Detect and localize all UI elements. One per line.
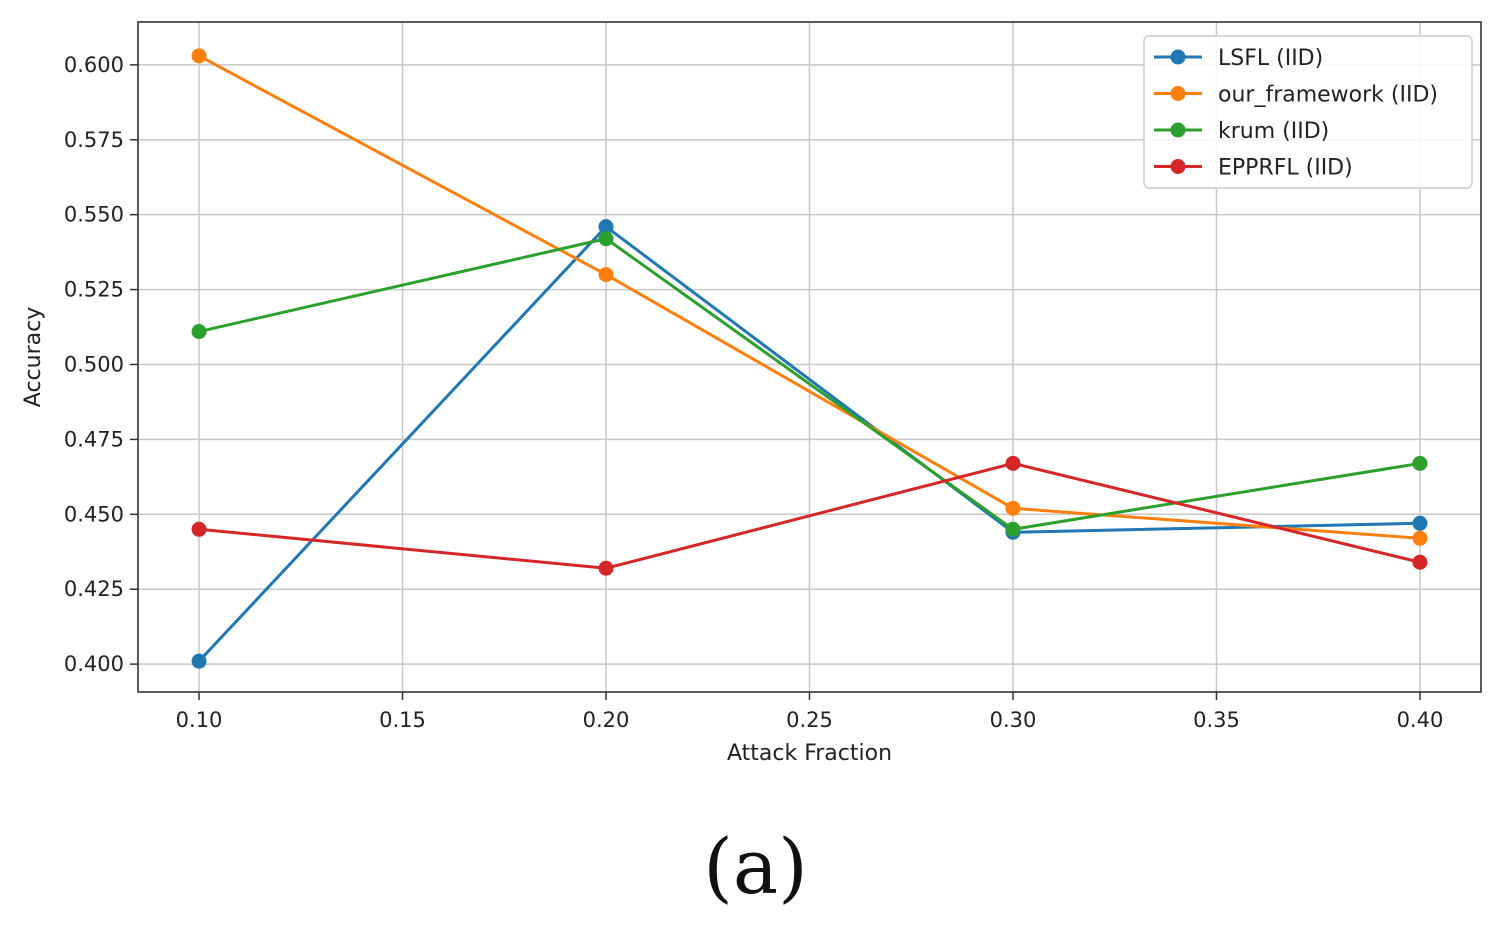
series-our-framework-iid [191,48,1428,546]
x-tick-label: 0.30 [990,708,1037,732]
data-point [191,653,207,669]
legend-box [1143,35,1473,189]
legend-marker [1170,159,1186,174]
y-tick-label: 0.600 [64,53,124,77]
legend-item: LSFL (IID) [1154,46,1323,71]
y-tick-label: 0.450 [64,502,124,526]
y-tick-label: 0.475 [64,427,124,451]
data-point [1412,515,1428,531]
legend-marker [1170,86,1186,101]
legend-marker [1170,49,1186,65]
data-point [1412,554,1428,570]
legend-item: EPPRFL (IID) [1154,156,1353,181]
data-point [191,324,207,340]
legend-item: our_framework (IID) [1154,83,1438,108]
y-axis-label: Accuracy [21,307,46,407]
figure-caption: (a) [703,822,808,911]
legend: LSFL (IID) our_framework (IID) krum (IID) E… [1143,35,1473,189]
data-point [598,560,614,576]
series-line [198,54,1421,540]
data-point [191,48,207,64]
y-tick-label: 0.575 [64,128,124,152]
y-tick-label: 0.425 [64,577,124,601]
legend-item: krum (IID) [1154,119,1329,144]
x-tick-label: 0.25 [786,708,833,732]
series-epprfl-iid [191,455,1428,576]
x-tick-label: 0.40 [1397,708,1444,732]
x-tick-label: 0.20 [583,708,630,732]
y-tick-label: 0.525 [64,278,124,302]
legend-marker [1170,122,1186,138]
x-tick-label: 0.10 [176,708,223,732]
x-tick-label: 0.15 [379,708,426,732]
data-point [1412,455,1428,471]
line-chart: 0.10 0.15 0.20 0.25 0.30 0.35 0.40 0.4000.4250… [21,21,1482,766]
legend-label: krum (IID) [1218,119,1329,144]
y-tick-label: 0.400 [64,652,124,676]
y-tick-label: 0.500 [64,352,124,376]
x-tick-label: 0.35 [1193,708,1240,732]
legend-label: EPPRFL (IID) [1218,156,1353,181]
x-axis-label: Attack Fraction [727,741,892,766]
data-point [1412,530,1428,546]
series-krum-iid [191,231,1428,537]
series-group [191,48,1428,669]
data-point [598,231,614,247]
data-point [598,267,614,283]
series-line [198,237,1421,531]
series-line [198,461,1421,570]
data-point [1005,500,1021,516]
series-line [197,224,1420,663]
legend-label: our_framework (IID) [1218,83,1438,108]
legend-label: LSFL (IID) [1218,46,1323,71]
data-point [598,219,614,235]
data-point [191,521,207,537]
data-point [1005,455,1021,471]
y-axis: 0.400 0.425 0.450 0.475 0.500 0.525 0.550 0.575… [64,53,138,676]
y-tick-label: 0.550 [64,203,124,227]
x-axis: 0.10 0.15 0.20 0.25 0.30 0.35 0.40 [176,692,1444,732]
data-point [1005,521,1021,537]
